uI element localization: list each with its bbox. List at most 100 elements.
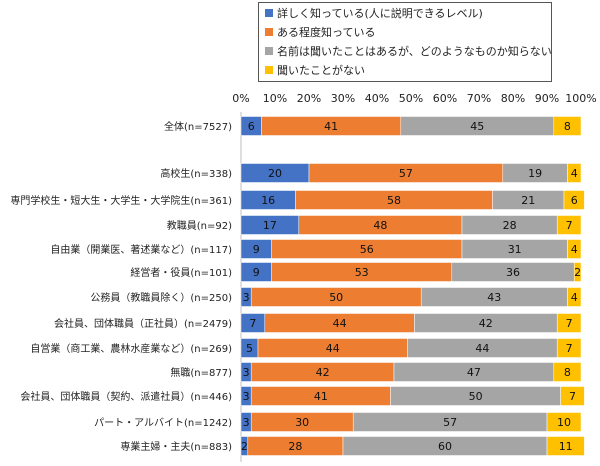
bar-segment — [556, 338, 582, 358]
data-label: 5 — [246, 342, 253, 355]
legend-label-4: 聞いたことがない — [277, 64, 365, 77]
data-label: 57 — [443, 416, 457, 429]
category-label: 専門学校生・短大生・大学生・大学院生(n=361) — [10, 194, 232, 207]
bar-segment — [546, 412, 582, 432]
data-label: 17 — [263, 219, 277, 232]
legend-item-3: 名前は聞いたことはあるが、どのようなものか知らない — [265, 43, 552, 59]
x-tick-label: 20% — [297, 92, 321, 105]
data-label: 31 — [508, 243, 522, 256]
legend-swatch-3 — [265, 47, 273, 55]
data-label: 45 — [470, 120, 484, 133]
bar-segment — [546, 436, 585, 456]
x-tick-label: 100% — [565, 92, 596, 105]
data-label: 2 — [574, 266, 581, 279]
category-label: 経営者・役員(n=101) — [130, 266, 232, 279]
data-label: 56 — [360, 243, 374, 256]
data-label: 48 — [373, 219, 387, 232]
category-label: パート・アルバイト(n=1242) — [94, 417, 232, 429]
data-label: 8 — [564, 120, 571, 133]
data-label: 8 — [564, 366, 571, 379]
legend-swatch-1 — [265, 9, 273, 17]
x-tick-label: 50% — [399, 92, 423, 105]
data-label: 3 — [243, 366, 250, 379]
data-label: 7 — [566, 219, 573, 232]
bar-segment — [567, 287, 582, 307]
data-label: 36 — [506, 266, 520, 279]
x-tick-label: 90% — [535, 92, 559, 105]
data-label: 50 — [329, 291, 343, 304]
bar-segment — [567, 239, 582, 259]
data-label: 4 — [571, 167, 578, 180]
data-label: 3 — [243, 291, 250, 304]
data-label: 60 — [438, 440, 452, 453]
data-label: 7 — [249, 317, 256, 330]
data-label: 6 — [248, 120, 255, 133]
data-label: 42 — [479, 317, 493, 330]
data-label: 53 — [355, 266, 369, 279]
data-label: 9 — [253, 243, 260, 256]
bar-segment — [553, 116, 582, 136]
data-label: 21 — [521, 194, 535, 207]
legend-label-1: 詳しく知っている(人に説明できるレベル) — [277, 7, 483, 20]
category-label: 無職(n=877) — [170, 366, 232, 379]
data-label: 19 — [528, 167, 542, 180]
data-label: 43 — [487, 291, 501, 304]
bar-segment — [567, 163, 582, 183]
data-label: 47 — [467, 366, 481, 379]
data-label: 41 — [314, 390, 328, 403]
bar-segment — [560, 386, 585, 406]
category-label: 会社員、団体職員（正社員）(n=2479) — [54, 317, 232, 330]
data-label: 2 — [241, 440, 248, 453]
legend-label-3: 名前は聞いたことはあるが、どのようなものか知らない — [277, 45, 552, 58]
data-label: 50 — [469, 390, 483, 403]
data-label: 44 — [333, 317, 347, 330]
x-tick-label: 10% — [263, 92, 287, 105]
data-label: 3 — [243, 416, 250, 429]
x-tick-label: 30% — [331, 92, 355, 105]
legend-item-1: 詳しく知っている(人に説明できるレベル) — [265, 5, 483, 21]
category-label: 会社員、団体職員（契約、派遣社員）(n=446) — [20, 390, 232, 403]
data-label: 20 — [268, 167, 282, 180]
data-label: 30 — [295, 416, 309, 429]
data-label: 4 — [571, 291, 578, 304]
bar-segment — [563, 190, 585, 210]
x-tick-label: 40% — [365, 92, 389, 105]
x-tick-label: 60% — [433, 92, 457, 105]
category-label: 自営業（商工業、農林水産業など）(n=269) — [30, 342, 232, 355]
data-label: 7 — [566, 342, 573, 355]
chart-legend: 詳しく知っている(人に説明できるレベル) ある程度知っている 名前は聞いたことは… — [258, 2, 552, 82]
category-label: 公務員（教職員除く）(n=250) — [90, 291, 232, 304]
category-label: 全体(n=7527) — [164, 120, 232, 133]
legend-swatch-4 — [265, 66, 273, 74]
data-label: 6 — [571, 194, 578, 207]
legend-item-4: 聞いたことがない — [265, 62, 365, 78]
data-label: 44 — [475, 342, 489, 355]
data-label: 57 — [399, 167, 413, 180]
data-label: 7 — [566, 317, 573, 330]
data-label: 44 — [326, 342, 340, 355]
bar-segment — [573, 262, 582, 282]
category-label: 教職員(n=92) — [167, 219, 232, 232]
data-label: 42 — [316, 366, 330, 379]
category-label: 高校生(n=338) — [160, 167, 232, 180]
data-label: 11 — [559, 440, 573, 453]
data-label: 58 — [387, 194, 401, 207]
data-label: 28 — [503, 219, 517, 232]
x-tick-label: 70% — [467, 92, 491, 105]
category-label: 自由業（開業医、著述業など）(n=117) — [50, 243, 232, 256]
legend-item-2: ある程度知っている — [265, 24, 375, 40]
data-label: 41 — [324, 120, 338, 133]
bar-segment — [556, 313, 582, 333]
data-label: 3 — [243, 390, 250, 403]
data-label: 28 — [288, 440, 302, 453]
legend-label-2: ある程度知っている — [277, 26, 376, 39]
data-label: 16 — [261, 194, 275, 207]
data-label: 9 — [253, 266, 260, 279]
data-label: 4 — [571, 243, 578, 256]
x-tick-label: 0% — [232, 92, 249, 105]
category-label: 専業主婦・主夫(n=883) — [120, 440, 232, 453]
bar-segment — [553, 362, 582, 382]
data-label: 7 — [569, 390, 576, 403]
